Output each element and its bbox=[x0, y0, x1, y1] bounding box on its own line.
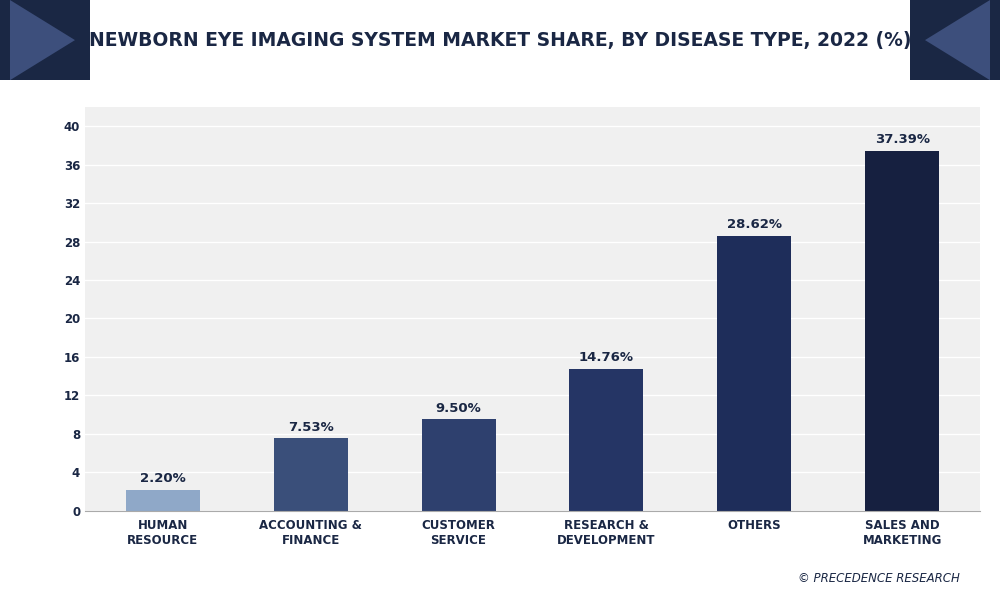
Text: 7.53%: 7.53% bbox=[288, 421, 333, 434]
Bar bbox=[422, 419, 496, 511]
Polygon shape bbox=[925, 0, 990, 80]
Text: 37.39%: 37.39% bbox=[875, 134, 930, 147]
Text: 28.62%: 28.62% bbox=[727, 218, 782, 231]
Text: NEWBORN EYE IMAGING SYSTEM MARKET SHARE, BY DISEASE TYPE, 2022 (%): NEWBORN EYE IMAGING SYSTEM MARKET SHARE,… bbox=[89, 31, 911, 49]
Text: 9.50%: 9.50% bbox=[436, 402, 481, 415]
Text: 14.76%: 14.76% bbox=[579, 351, 634, 364]
Bar bbox=[126, 489, 200, 511]
Polygon shape bbox=[10, 0, 75, 80]
Polygon shape bbox=[90, 0, 910, 80]
Polygon shape bbox=[910, 0, 1000, 80]
Bar bbox=[717, 236, 791, 511]
Text: 2.20%: 2.20% bbox=[140, 472, 186, 485]
Text: © PRECEDENCE RESEARCH: © PRECEDENCE RESEARCH bbox=[798, 572, 960, 585]
Bar bbox=[865, 151, 939, 511]
Bar bbox=[274, 438, 348, 511]
Polygon shape bbox=[0, 0, 90, 80]
Bar bbox=[569, 369, 643, 511]
